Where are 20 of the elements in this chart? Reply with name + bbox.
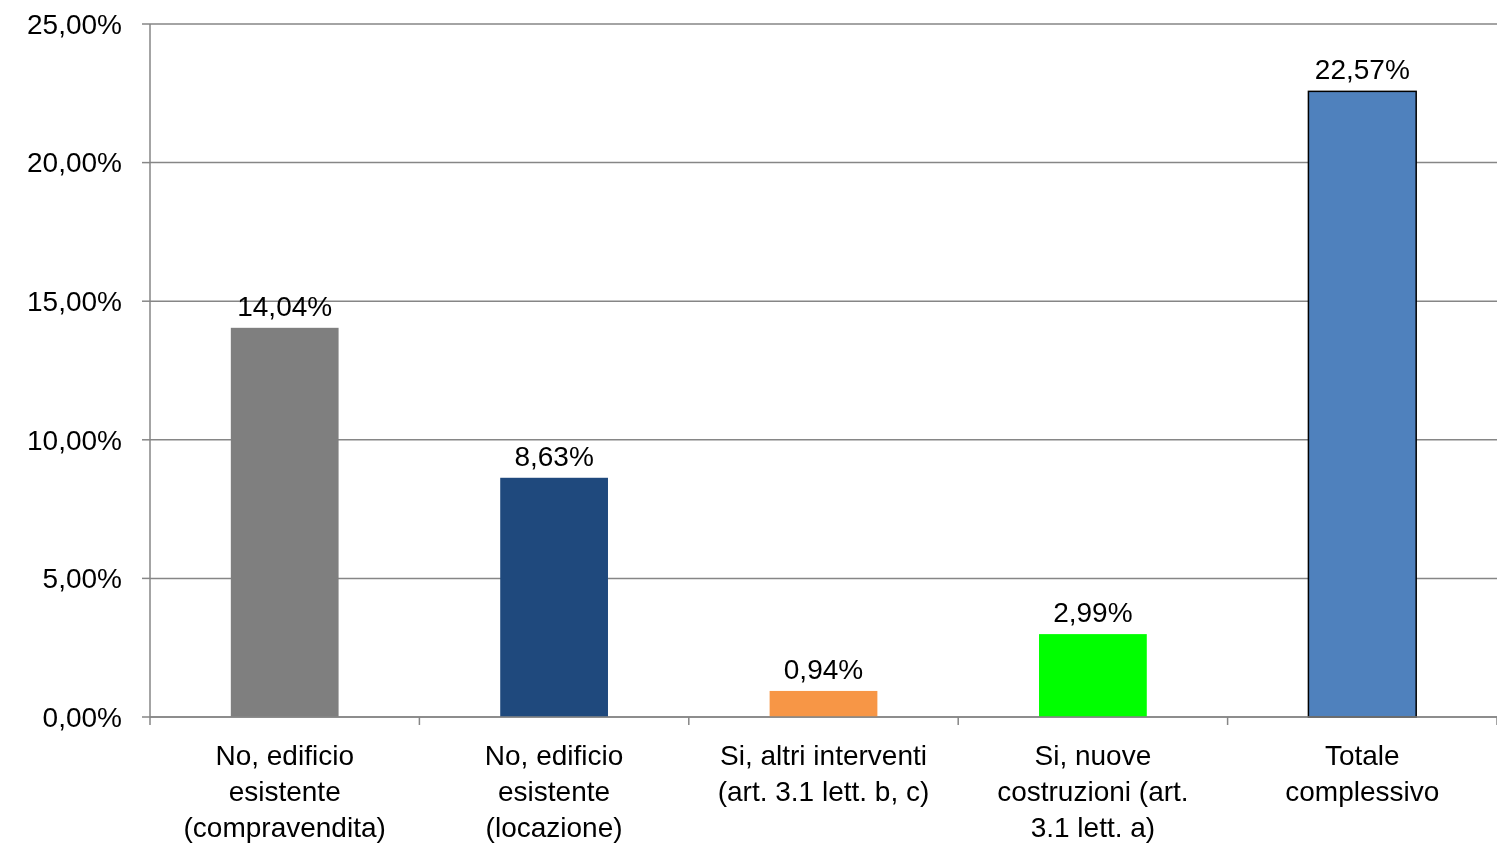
x-tick-label: Si, altri interventi (art. 3.1 lett. b, c) xyxy=(717,740,930,807)
bar xyxy=(1307,90,1417,718)
data-label: 22,57% xyxy=(1314,54,1410,86)
y-tick-label: 10,00% xyxy=(27,424,122,456)
y-tick-label: 5,00% xyxy=(42,563,122,595)
bar xyxy=(769,690,878,717)
x-tick-label: Totale complessivo xyxy=(1285,740,1440,807)
data-label: 14,04% xyxy=(237,290,333,322)
data-label: 0,94% xyxy=(783,653,864,685)
bar xyxy=(500,477,608,717)
x-tick-label: No, edificio esistente (locazione) xyxy=(484,740,624,843)
y-tick-label: 20,00% xyxy=(27,147,122,179)
y-tick-label: 15,00% xyxy=(27,286,122,317)
x-tick-label: Si, nuove costruzioni (art. 3.1 lett. a) xyxy=(997,740,1189,843)
data-label: 2,99% xyxy=(1053,597,1133,629)
y-tick-label: 0,00% xyxy=(42,701,122,733)
bar xyxy=(1039,634,1147,717)
y-tick-label: 25,00% xyxy=(27,8,122,40)
x-tick-label: No, edificio esistente (compravendita) xyxy=(183,740,386,843)
data-label: 8,63% xyxy=(514,440,594,472)
